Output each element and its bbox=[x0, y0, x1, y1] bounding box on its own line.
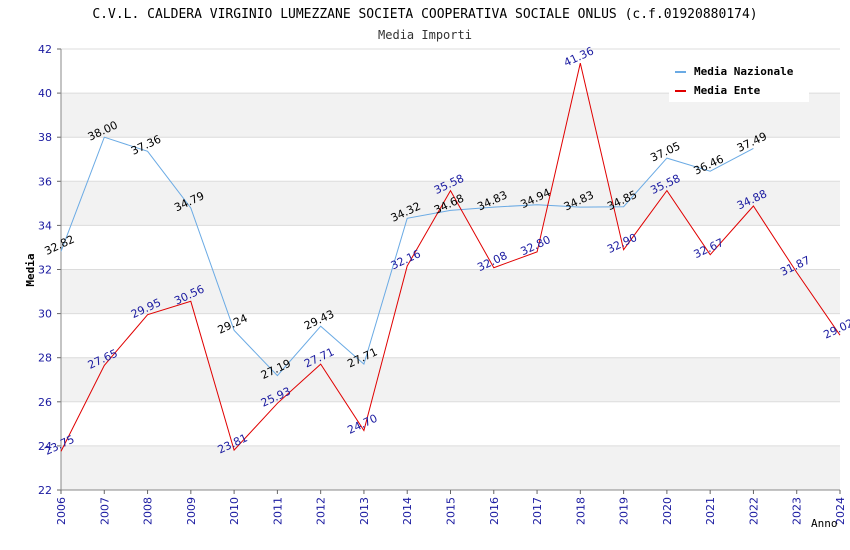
chart-subtitle: Media Importi bbox=[378, 28, 472, 42]
plot-band bbox=[61, 357, 840, 402]
x-tick-label: 2017 bbox=[531, 497, 544, 525]
x-tick-label: 2009 bbox=[185, 497, 198, 525]
series-lines bbox=[60, 62, 841, 452]
y-tick-label: 24 bbox=[38, 440, 52, 453]
plot-band bbox=[61, 181, 840, 226]
y-tick-labels: 22 24 26 28 30 32 34 36 38 40 42 bbox=[38, 43, 52, 497]
axes bbox=[60, 49, 841, 494]
x-tick-label: 2019 bbox=[618, 497, 631, 525]
x-tick-label: 2024 bbox=[834, 497, 847, 525]
x-tick-label: 2023 bbox=[791, 497, 804, 525]
x-tick-label: 2010 bbox=[228, 497, 241, 525]
legend-label-media-nazionale: Media Nazionale bbox=[694, 65, 794, 78]
x-axis-label: Anno bbox=[811, 517, 838, 530]
y-tick-label: 42 bbox=[38, 43, 52, 56]
x-tick-label: 2016 bbox=[488, 497, 501, 525]
x-tick-label: 2021 bbox=[704, 497, 717, 525]
chart-title: C.V.L. CALDERA VIRGINIO LUMEZZANE SOCIET… bbox=[92, 7, 757, 22]
y-axis-label: Media bbox=[24, 253, 37, 286]
x-tick-label: 2020 bbox=[661, 497, 674, 525]
legend: Media Nazionale Media Ente bbox=[669, 60, 809, 102]
plot-band bbox=[61, 445, 840, 490]
x-tick-label: 2006 bbox=[55, 497, 68, 525]
y-tick-label: 36 bbox=[38, 175, 52, 188]
legend-label-media-ente: Media Ente bbox=[694, 84, 761, 97]
y-tick-label: 38 bbox=[38, 131, 52, 144]
plot-band bbox=[61, 269, 840, 314]
y-tick-label: 22 bbox=[38, 484, 52, 497]
x-tick-label: 2018 bbox=[574, 497, 587, 525]
x-tick-label: 2011 bbox=[271, 497, 284, 525]
y-tick-label: 30 bbox=[38, 308, 52, 321]
series-line-media-ente bbox=[60, 62, 841, 452]
plot-bands bbox=[61, 93, 840, 490]
legend-box bbox=[669, 60, 809, 102]
x-tick-label: 2013 bbox=[358, 497, 371, 525]
x-tick-label: 2015 bbox=[445, 497, 458, 525]
x-tick-label: 2008 bbox=[142, 497, 155, 525]
y-tick-label: 32 bbox=[38, 264, 52, 277]
series-line-media-nazionale bbox=[60, 136, 754, 377]
x-tick-label: 2022 bbox=[747, 497, 760, 525]
y-tick-label: 26 bbox=[38, 396, 52, 409]
y-tick-label: 34 bbox=[38, 219, 52, 232]
x-tick-label: 2014 bbox=[401, 497, 414, 525]
y-tick-label: 28 bbox=[38, 352, 52, 365]
y-tick-label: 40 bbox=[38, 87, 52, 100]
x-tick-label: 2007 bbox=[98, 497, 111, 525]
x-tick-labels: 2006 2007 2008 2009 2010 2011 2012 2013 2014 2015… bbox=[55, 497, 847, 525]
x-tick-label: 2012 bbox=[315, 497, 328, 525]
